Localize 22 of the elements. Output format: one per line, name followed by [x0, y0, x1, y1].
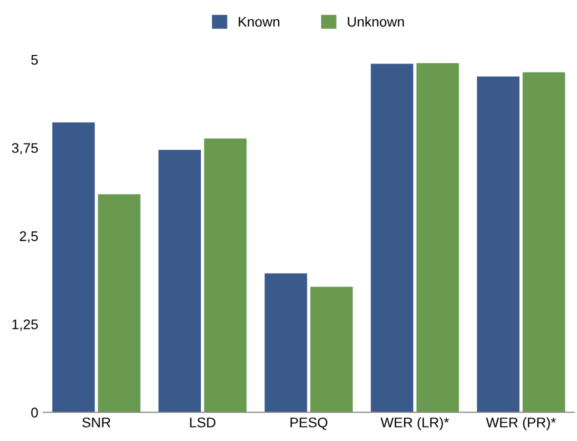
y-tick-label: 5: [31, 55, 38, 65]
legend-label: Known: [238, 17, 280, 27]
x-tick-label: PESQ: [290, 418, 328, 430]
y-tick-label: 3,75: [12, 143, 38, 155]
x-tick-label: WER (LR)*: [380, 417, 449, 430]
bar: [310, 286, 353, 412]
bar: [264, 273, 308, 412]
bar: [416, 63, 459, 412]
bar: [158, 150, 201, 412]
bar: [204, 138, 247, 412]
y-tick-label: 0: [31, 408, 38, 418]
legend-label: Unknown: [348, 16, 404, 27]
bar: [52, 122, 95, 412]
y-tick-label: 2,5: [20, 231, 38, 243]
bar: [98, 194, 140, 412]
bar: [476, 76, 520, 412]
bar: [522, 72, 566, 412]
x-tick-label: SNR: [82, 418, 110, 428]
x-tick-label: LSD: [190, 418, 216, 428]
bar: [370, 64, 414, 412]
x-tick-label: WER (PR)*: [486, 417, 556, 430]
y-tick-label: 1,25: [12, 319, 38, 331]
